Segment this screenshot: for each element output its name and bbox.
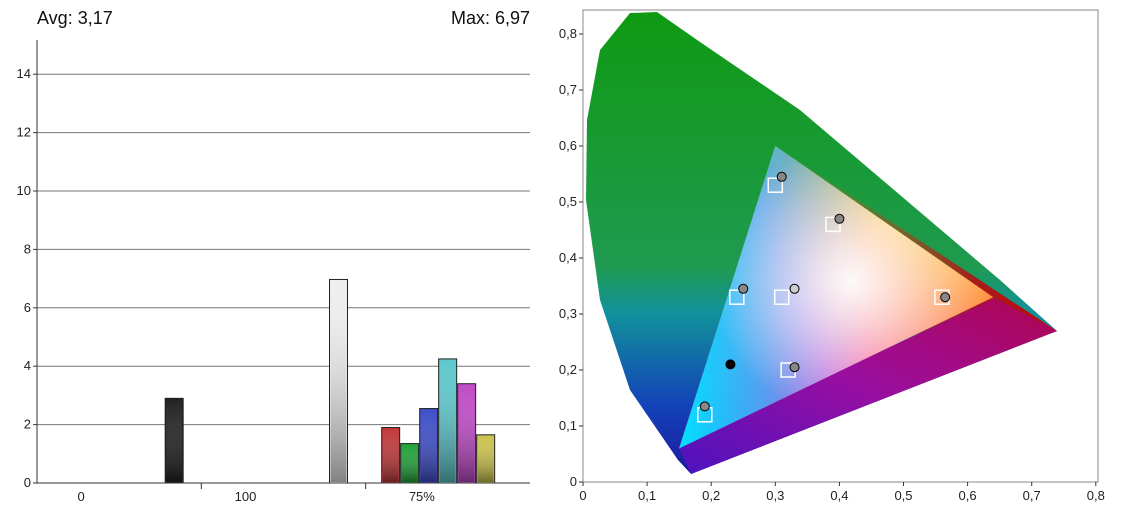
- cie-target-square: [773, 289, 790, 305]
- bar-shade: [439, 359, 456, 482]
- cie-y-tick-label: 0: [570, 474, 577, 489]
- bar-shade: [382, 428, 399, 482]
- cie-y-tick-label: 0,1: [559, 418, 577, 433]
- bar-category-label: 75%: [409, 489, 435, 504]
- cie-y-tick-labels: 0 0,1 0,2 0,3 0,4 0,5 0,6 0,7 0,8: [559, 26, 583, 489]
- max-label: Max: 6,97: [451, 8, 530, 28]
- cie-x-tick-label: 0,5: [894, 488, 912, 503]
- cie-x-tick-label: 0,3: [766, 488, 784, 503]
- cie-measured-point: [834, 213, 845, 224]
- bar-y-tick-label: 12: [17, 125, 31, 140]
- bar-y-tick-label: 4: [24, 358, 31, 373]
- bar-shade: [477, 435, 494, 482]
- cie-measured-point: [725, 359, 736, 370]
- bar-shade: [330, 280, 347, 482]
- bar-y-tick-label: 0: [24, 475, 31, 490]
- locus-purple-region: [678, 298, 1057, 474]
- cie-x-tick-label: 0,6: [959, 488, 977, 503]
- bar-y-tick-label: 2: [24, 417, 31, 432]
- cie-target-square: [729, 289, 745, 305]
- bar-category-label: 0: [78, 489, 85, 504]
- cie-y-tick-label: 0,3: [559, 306, 577, 321]
- bar-shade: [166, 399, 183, 482]
- cie-y-tick-label: 0,8: [559, 26, 577, 41]
- cie-y-tick-label: 0,5: [559, 194, 577, 209]
- gamut-triangle-white: [679, 146, 994, 449]
- cie-y-tick-label: 0,2: [559, 362, 577, 377]
- bar-y-tick-label: 8: [24, 241, 31, 256]
- cie-measured-points: [699, 171, 951, 412]
- cie-measured-point: [738, 283, 749, 294]
- cie-measured-point: [940, 292, 951, 303]
- cie-measured-point: [699, 401, 710, 412]
- bar-y-tick-label: 6: [24, 300, 31, 315]
- cie-target-square: [767, 177, 784, 193]
- cie-measured-point: [789, 362, 800, 373]
- cie-x-tick-label: 0,1: [638, 488, 656, 503]
- cie-x-tick-label: 0,4: [830, 488, 848, 503]
- cie-plot-frame: [582, 9, 1099, 483]
- cie-y-tick-label: 0,7: [559, 82, 577, 97]
- gamut-triangle: [679, 146, 994, 449]
- bar-shade: [420, 409, 437, 482]
- cie-x-tick-label: 0: [579, 488, 586, 503]
- bar-marks: [164, 278, 496, 484]
- bar-x-category-labels: 0 100 75%: [78, 489, 436, 504]
- cie-y-tick-label: 0,4: [559, 250, 577, 265]
- cie-y-tick-label: 0,6: [559, 138, 577, 153]
- bar-gridlines: [33, 73, 530, 484]
- cie-x-tick-labels: 0 0,1 0,2 0,3 0,4 0,5 0,6 0,7 0,8: [579, 482, 1105, 503]
- cie-measured-point: [789, 283, 800, 294]
- cie-x-tick-label: 0,7: [1023, 488, 1041, 503]
- cie-x-tick-label: 0,2: [702, 488, 720, 503]
- cie-x-tick-label: 0,8: [1087, 488, 1105, 503]
- bar-category-label: 100: [235, 489, 257, 504]
- bar-y-tick-labels: 0 2 4 6 8 10 12 14: [17, 66, 31, 490]
- avg-label: Avg: 3,17: [37, 8, 113, 28]
- bar-chart: Avg: 3,17 Max: 6,97 0 2 4 6 8 10 12 14 0 100 75%: [17, 8, 530, 504]
- bar-y-tick-label: 10: [17, 183, 31, 198]
- bar-shade: [458, 384, 475, 482]
- bar-axes: [36, 40, 530, 489]
- bar-y-tick-label: 14: [17, 66, 31, 81]
- cie-target-square: [825, 216, 841, 233]
- cie-measured-point: [776, 171, 787, 182]
- bar-shade: [401, 444, 418, 482]
- chromaticity-chart: 00,10,20,30,40,50,60,70,8 0 0,1 0,2 0,3 0,4 0…: [559, 9, 1105, 503]
